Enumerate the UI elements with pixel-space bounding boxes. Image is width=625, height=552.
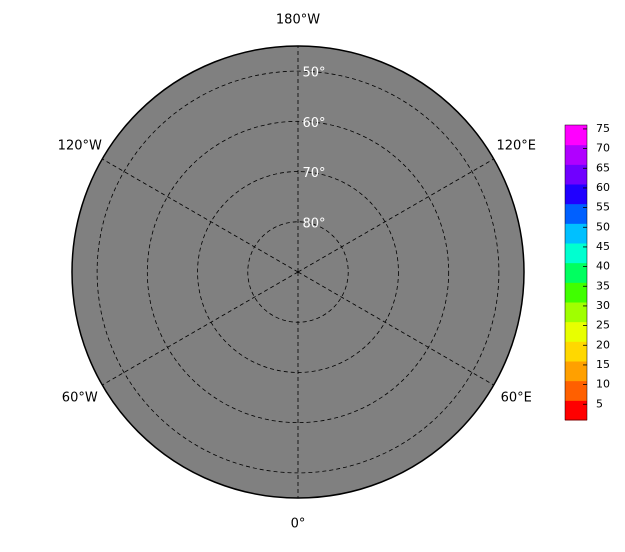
latitude-label: 70° bbox=[302, 166, 325, 181]
colorbar-segment bbox=[565, 400, 587, 421]
colorbar-label: 45 bbox=[596, 240, 610, 253]
colorbar-label: 25 bbox=[596, 319, 610, 332]
colorbar-segment bbox=[565, 341, 587, 362]
longitude-label: 180°W bbox=[276, 13, 320, 28]
colorbar-label: 55 bbox=[596, 201, 610, 214]
latitude-circle bbox=[96, 70, 500, 474]
meridian bbox=[102, 158, 299, 273]
longitude-label: 120°E bbox=[496, 139, 536, 154]
latitude-label: 60° bbox=[302, 116, 325, 131]
colorbar-label: 65 bbox=[596, 161, 610, 174]
latitude-label: 50° bbox=[302, 66, 325, 81]
colorbar-segment bbox=[565, 144, 587, 165]
latitude-circle bbox=[146, 120, 450, 424]
colorbar-segment bbox=[565, 203, 587, 224]
colorbar-segment bbox=[565, 321, 587, 342]
latitude-circle bbox=[197, 171, 399, 373]
colorbar-label: 75 bbox=[596, 122, 610, 135]
colorbar-label: 15 bbox=[596, 358, 610, 371]
colorbar-label: 30 bbox=[596, 299, 610, 312]
colorbar-segment bbox=[565, 243, 587, 264]
colorbar-segment bbox=[565, 125, 587, 146]
colorbar-segment bbox=[565, 262, 587, 283]
colorbar-label: 70 bbox=[596, 142, 610, 155]
longitude-label: 60°W bbox=[62, 391, 98, 406]
colorbar-segment bbox=[565, 223, 587, 244]
meridian bbox=[297, 271, 494, 386]
colorbar-segment bbox=[565, 302, 587, 323]
meridian bbox=[297, 158, 494, 273]
colorbar-label: 10 bbox=[596, 378, 610, 391]
longitude-label: 0° bbox=[291, 517, 306, 532]
colorbar-label: 50 bbox=[596, 220, 610, 233]
colorbar-label: 40 bbox=[596, 260, 610, 273]
colorbar-segment bbox=[565, 164, 587, 185]
colorbar-segment bbox=[565, 361, 587, 382]
meridian bbox=[102, 271, 299, 386]
colorbar-segment bbox=[565, 184, 587, 205]
colorbar-segment bbox=[565, 282, 587, 303]
colorbar-label: 5 bbox=[596, 397, 603, 410]
colorbar-label: 35 bbox=[596, 279, 610, 292]
colorbar-segment bbox=[565, 380, 587, 401]
latitude-circle bbox=[247, 221, 349, 323]
longitude-label: 60°E bbox=[501, 391, 532, 406]
colorbar-label: 60 bbox=[596, 181, 610, 194]
colorbar-frame bbox=[564, 124, 588, 421]
colorbar-label: 20 bbox=[596, 338, 610, 351]
longitude-label: 120°W bbox=[58, 139, 102, 154]
latitude-label: 80° bbox=[302, 216, 325, 231]
